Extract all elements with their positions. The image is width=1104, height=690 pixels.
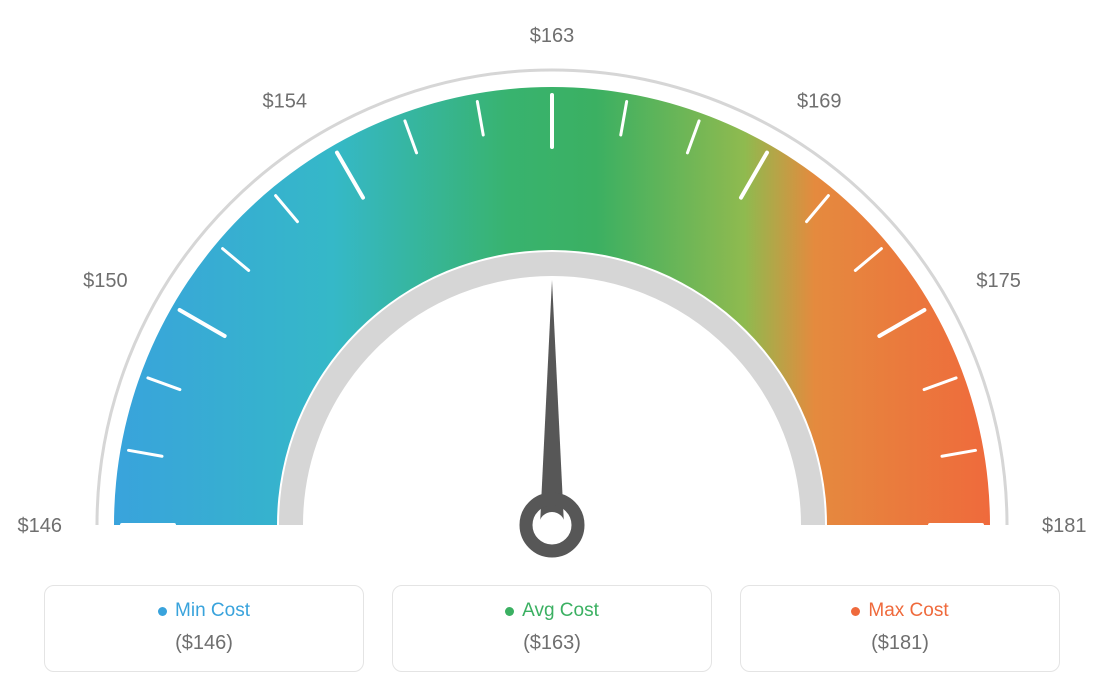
svg-text:$175: $175 <box>976 270 1021 292</box>
legend-card-min: Min Cost ($146) <box>44 585 364 672</box>
legend-text-max: Max Cost <box>868 600 948 622</box>
legend-card-max: Max Cost ($181) <box>740 585 1060 672</box>
legend-dot-min <box>158 607 167 616</box>
svg-text:$146: $146 <box>18 515 63 537</box>
svg-text:$150: $150 <box>83 270 128 292</box>
legend-value-min: ($146) <box>55 632 353 655</box>
legend-value-max: ($181) <box>751 632 1049 655</box>
legend-dot-max <box>851 607 860 616</box>
svg-text:$169: $169 <box>797 91 842 113</box>
legend-row: Min Cost ($146) Avg Cost ($163) Max Cost… <box>0 585 1104 672</box>
legend-label-max: Max Cost <box>851 600 948 622</box>
legend-label-avg: Avg Cost <box>505 600 599 622</box>
legend-text-avg: Avg Cost <box>522 600 599 622</box>
svg-text:$163: $163 <box>530 25 575 47</box>
cost-gauge: $146 $150 $154 $163 $169 $175 $181 <box>0 0 1104 560</box>
legend-text-min: Min Cost <box>175 600 250 622</box>
svg-text:$154: $154 <box>263 91 308 113</box>
legend-label-min: Min Cost <box>158 600 250 622</box>
legend-value-avg: ($163) <box>403 632 701 655</box>
legend-card-avg: Avg Cost ($163) <box>392 585 712 672</box>
svg-text:$181: $181 <box>1042 515 1087 537</box>
legend-dot-avg <box>505 607 514 616</box>
gauge-svg: $146 $150 $154 $163 $169 $175 $181 <box>0 0 1104 560</box>
